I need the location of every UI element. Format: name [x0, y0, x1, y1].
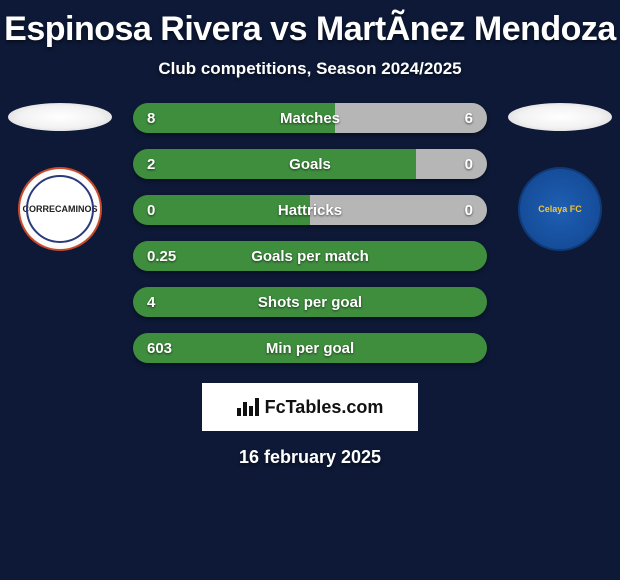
branding-bars-icon	[237, 398, 259, 416]
comparison-panel: CORRECAMINOS 86Matches 20Goals 00Hattricks…	[0, 103, 620, 363]
player-avatar-right	[508, 103, 612, 131]
club-logo-left: CORRECAMINOS	[18, 167, 102, 251]
branding-text: FcTables.com	[265, 397, 384, 418]
right-player-col: Celaya FC	[505, 103, 615, 251]
stat-bar: 0.25Goals per match	[133, 241, 487, 271]
snapshot-date: 16 february 2025	[0, 447, 620, 468]
stat-label: Min per goal	[133, 333, 487, 363]
stat-label: Goals	[133, 149, 487, 179]
club-logo-right-label: Celaya FC	[538, 204, 582, 214]
stat-bar: 00Hattricks	[133, 195, 487, 225]
stat-label: Shots per goal	[133, 287, 487, 317]
stat-bar: 4Shots per goal	[133, 287, 487, 317]
left-player-col: CORRECAMINOS	[5, 103, 115, 251]
player-avatar-left	[8, 103, 112, 131]
club-logo-left-label: CORRECAMINOS	[22, 204, 97, 214]
stat-bar: 86Matches	[133, 103, 487, 133]
page-title: Espinosa Rivera vs MartÃ­nez Mendoza	[0, 0, 620, 49]
stat-bars: 86Matches 20Goals 00Hattricks 0.25Goals per…	[133, 103, 487, 363]
stat-label: Goals per match	[133, 241, 487, 271]
subtitle: Club competitions, Season 2024/2025	[0, 59, 620, 79]
stat-label: Hattricks	[133, 195, 487, 225]
club-logo-right: Celaya FC	[518, 167, 602, 251]
stat-bar: 603Min per goal	[133, 333, 487, 363]
stat-bar: 20Goals	[133, 149, 487, 179]
branding-badge[interactable]: FcTables.com	[202, 383, 418, 431]
stat-label: Matches	[133, 103, 487, 133]
